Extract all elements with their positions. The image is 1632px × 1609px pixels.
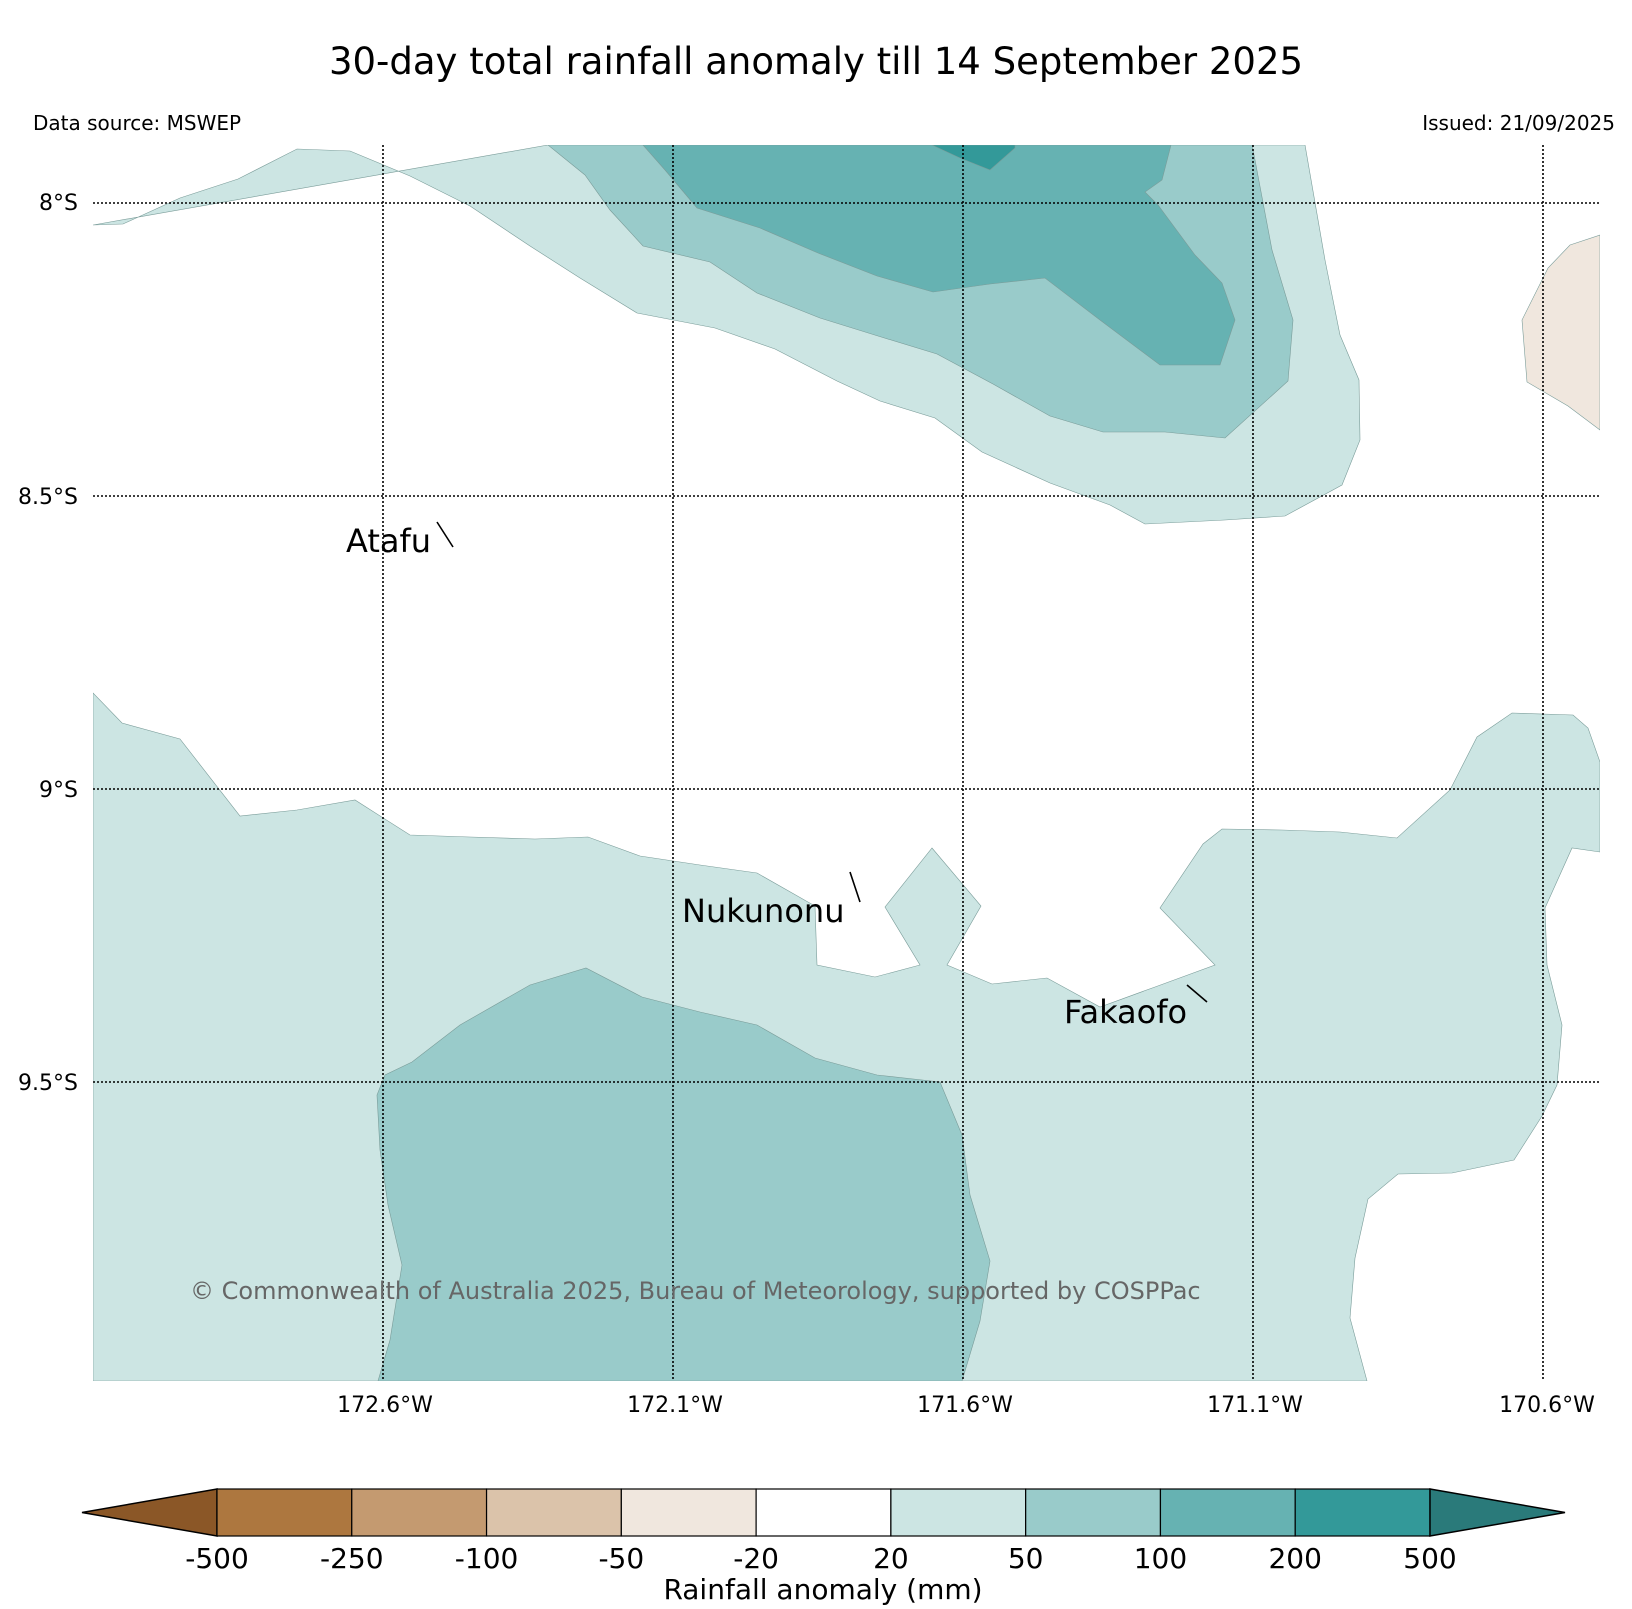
colorbar-tick-label: 20: [873, 1542, 909, 1575]
colorbar-tick-label: -100: [455, 1542, 519, 1575]
contour-100-200-north: [642, 145, 1236, 366]
lon-label-172-6w: 172.6°W: [337, 1393, 433, 1418]
lat-label-9-5s: 9.5°S: [18, 1071, 78, 1096]
colorbar-extend-high: [1429, 1488, 1566, 1537]
copyright-notice: © Commonwealth of Australia 2025, Bureau…: [190, 1277, 1201, 1305]
contour-200-500-north: [931, 145, 1016, 171]
colorbar-tick-label: -500: [185, 1542, 249, 1575]
lat-label-9s: 9°S: [39, 778, 78, 803]
lat-label-8s: 8°S: [39, 191, 78, 216]
colorbar-segment: [1294, 1488, 1431, 1537]
lon-label-171-6w: 171.6°W: [917, 1393, 1013, 1418]
place-label-fakaofo: Fakaofo: [1064, 993, 1187, 1031]
lon-label-171-1w: 171.1°W: [1207, 1393, 1303, 1418]
colorbar-segment: [216, 1488, 353, 1537]
colorbar-segment: [890, 1488, 1027, 1537]
place-label-atafu: Atafu: [346, 522, 431, 560]
colorbar-segment: [1025, 1488, 1162, 1537]
issued-date-label: Issued: 21/09/2025: [1422, 111, 1615, 135]
colorbar-tick-label: -250: [320, 1542, 384, 1575]
colorbar-segment: [1159, 1488, 1296, 1537]
colorbar-tick-label: -50: [598, 1542, 644, 1575]
colorbar-segment: [351, 1488, 488, 1537]
data-source-label: Data source: MSWEP: [33, 111, 242, 135]
contour-50-100-south: [376, 967, 991, 1381]
colorbar-segment: [755, 1488, 892, 1537]
lon-label-170-6w: 170.6°W: [1499, 1393, 1595, 1418]
atafu-leader-line: [436, 521, 454, 548]
contour-minus50-minus20-east: [1521, 234, 1600, 431]
colorbar-segment: [485, 1488, 622, 1537]
lat-label-8-5s: 8.5°S: [18, 485, 78, 510]
latitude-gridlines: [93, 202, 1600, 1083]
colorbar-tick-label: 200: [1268, 1542, 1321, 1575]
colorbar-extend-low: [81, 1488, 218, 1537]
fakaofo-leader-line: [1186, 984, 1208, 1003]
contour-layer: [93, 145, 1600, 1381]
colorbar-tick-label: 50: [1008, 1542, 1044, 1575]
place-label-nukunonu: Nukunonu: [682, 892, 844, 930]
colorbar-tick-label: -20: [733, 1542, 779, 1575]
colorbar-tick-label: 500: [1403, 1542, 1456, 1575]
colorbar-tick-label: 100: [1134, 1542, 1187, 1575]
colorbar-segment: [620, 1488, 757, 1537]
nukunonu-leader-line: [849, 871, 861, 903]
longitude-gridlines: [382, 145, 1544, 1381]
lon-label-172-1w: 172.1°W: [627, 1393, 723, 1418]
colorbar: -500 -250 -100 -50 -20 20 50 100 200 500: [81, 1488, 1566, 1575]
colorbar-title: Rainfall anomaly (mm): [663, 1573, 982, 1606]
map-title: 30-day total rainfall anomaly till 14 Se…: [328, 40, 1304, 83]
